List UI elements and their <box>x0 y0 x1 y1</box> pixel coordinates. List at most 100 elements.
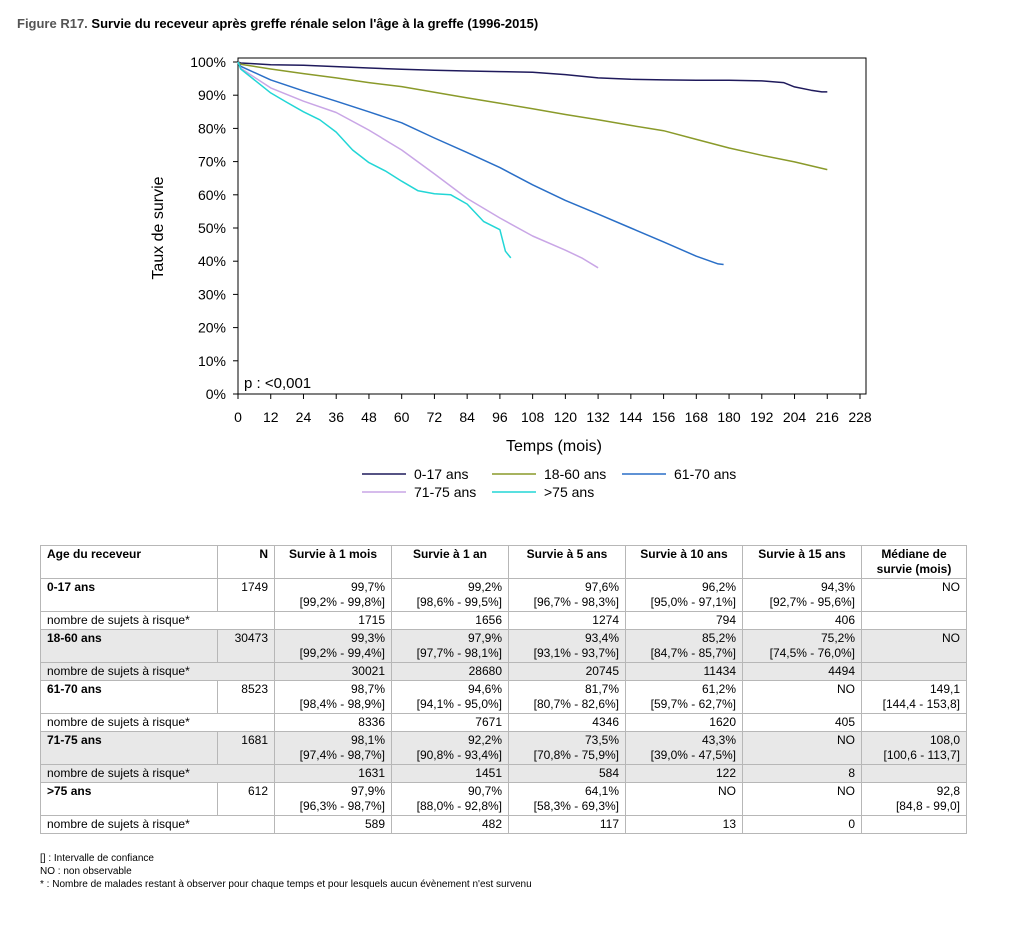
survival-value: 92,2% <box>467 733 502 747</box>
risk-count: 0 <box>742 815 862 834</box>
n-cell: 8523 <box>217 680 275 714</box>
survival-value: 108,0 <box>929 733 960 747</box>
legend-label: 61-70 ans <box>674 466 736 482</box>
table-row: >75 ans 612 97,9% [96,3% - 98,7%] 90,7% [88,0… <box>40 782 967 816</box>
x-tick-label: 180 <box>717 409 741 425</box>
survival-value: NO <box>942 631 960 645</box>
survival-cell: NO <box>861 578 967 612</box>
survival-cell: 73,5% [70,8% - 75,9%] <box>508 731 626 765</box>
confidence-interval: [97,4% - 98,7%] <box>299 748 385 762</box>
survival-value: 94,3% <box>820 580 855 594</box>
risk-row: nombre de sujets à risque* 30021 28680 2074… <box>40 662 967 681</box>
figure-title-text: Survie du receveur après greffe rénale s… <box>91 16 539 31</box>
risk-row: nombre de sujets à risque* 1631 1451 584 122… <box>40 764 967 783</box>
confidence-interval: [100,6 - 113,7] <box>883 748 961 762</box>
survival-value: 90,7% <box>467 784 502 798</box>
y-tick-label: 50% <box>198 220 226 236</box>
age-group-cell: 71-75 ans <box>40 731 218 765</box>
footnote-no: NO : non observable <box>40 866 132 877</box>
header-n: N <box>217 545 275 579</box>
risk-count <box>861 713 967 732</box>
risk-count: 13 <box>625 815 743 834</box>
risk-row: nombre de sujets à risque* 589 482 117 13 0 <box>40 815 967 834</box>
x-axis-label: Temps (mois) <box>506 438 602 455</box>
n-cell: 1749 <box>217 578 275 612</box>
header-median: Médiane de survie (mois) <box>861 545 967 579</box>
confidence-interval: [98,6% - 99,5%] <box>416 595 502 609</box>
y-tick-label: 80% <box>198 120 226 136</box>
y-tick-label: 10% <box>198 353 226 369</box>
confidence-interval: [94,1% - 95,0%] <box>416 697 502 711</box>
survival-value: 99,2% <box>467 580 502 594</box>
header-1-year: Survie à 1 an <box>391 545 509 579</box>
survival-value: 64,1% <box>584 784 619 798</box>
x-tick-label: 120 <box>554 409 578 425</box>
confidence-interval: [74,5% - 76,0%] <box>769 646 855 660</box>
x-tick-label: 24 <box>296 409 312 425</box>
x-tick-label: 60 <box>394 409 410 425</box>
table-row: 61-70 ans 8523 98,7% [98,4% - 98,9%] 94,6% [9… <box>40 680 967 714</box>
confidence-interval: [96,3% - 98,7%] <box>299 799 385 813</box>
survival-value: NO <box>837 682 855 696</box>
risk-count <box>861 662 967 681</box>
confidence-interval: [97,7% - 98,1%] <box>416 646 502 660</box>
risk-label: nombre de sujets à risque* <box>40 764 275 783</box>
x-tick-label: 72 <box>427 409 443 425</box>
survival-cell: 97,9% [96,3% - 98,7%] <box>274 782 392 816</box>
survival-cell: 99,7% [99,2% - 99,8%] <box>274 578 392 612</box>
survival-cell: NO <box>742 782 862 816</box>
confidence-interval: [99,2% - 99,8%] <box>299 595 385 609</box>
x-tick-label: 48 <box>361 409 377 425</box>
p-value-annotation: p : <0,001 <box>244 375 311 392</box>
table-row: 71-75 ans 1681 98,1% [97,4% - 98,7%] 92,2% [9… <box>40 731 967 765</box>
survival-cell: 64,1% [58,3% - 69,3%] <box>508 782 626 816</box>
risk-label: nombre de sujets à risque* <box>40 713 275 732</box>
risk-count: 1715 <box>274 611 392 630</box>
n-cell: 612 <box>217 782 275 816</box>
survival-value: 43,3% <box>701 733 736 747</box>
confidence-interval: [90,8% - 93,4%] <box>416 748 502 762</box>
risk-count: 4346 <box>508 713 626 732</box>
survival-value: 97,6% <box>584 580 619 594</box>
survival-value: 99,7% <box>350 580 385 594</box>
survival-value: 98,7% <box>350 682 385 696</box>
risk-count: 1274 <box>508 611 626 630</box>
risk-count: 584 <box>508 764 626 783</box>
series-line <box>237 61 828 93</box>
figure-title: Figure R17. Survie du receveur après gre… <box>17 16 538 31</box>
header-15-years: Survie à 15 ans <box>742 545 862 579</box>
risk-count: 482 <box>391 815 509 834</box>
risk-label: nombre de sujets à risque* <box>40 662 275 681</box>
x-tick-label: 12 <box>263 409 279 425</box>
x-tick-label: 192 <box>750 409 774 425</box>
header-10-years: Survie à 10 ans <box>625 545 743 579</box>
x-tick-label: 144 <box>619 409 643 425</box>
confidence-interval: [99,2% - 99,4%] <box>299 646 385 660</box>
survival-value: 99,3% <box>350 631 385 645</box>
survival-cell: 93,4% [93,1% - 93,7%] <box>508 629 626 663</box>
confidence-interval: [84,7% - 85,7%] <box>650 646 736 660</box>
survival-cell: 94,3% [92,7% - 95,6%] <box>742 578 862 612</box>
series-line <box>237 61 724 266</box>
risk-count: 4494 <box>742 662 862 681</box>
risk-count: 406 <box>742 611 862 630</box>
survival-cell: 108,0 [100,6 - 113,7] <box>861 731 967 765</box>
y-tick-label: 100% <box>190 54 226 70</box>
survival-cell: NO <box>625 782 743 816</box>
y-tick-label: 20% <box>198 320 226 336</box>
survival-value: NO <box>837 784 855 798</box>
confidence-interval: [70,8% - 75,9%] <box>533 748 619 762</box>
risk-count: 117 <box>508 815 626 834</box>
confidence-interval: [144,4 - 153,8] <box>882 697 960 711</box>
x-tick-label: 204 <box>783 409 807 425</box>
x-tick-label: 108 <box>521 409 545 425</box>
confidence-interval: [96,7% - 98,3%] <box>533 595 619 609</box>
survival-value: 97,9% <box>467 631 502 645</box>
risk-count <box>861 611 967 630</box>
survival-cell: 92,2% [90,8% - 93,4%] <box>391 731 509 765</box>
n-cell: 1681 <box>217 731 275 765</box>
risk-row: nombre de sujets à risque* 1715 1656 1274 79… <box>40 611 967 630</box>
age-group-cell: 18-60 ans <box>40 629 218 663</box>
survival-cell: NO <box>742 680 862 714</box>
legend-label: 71-75 ans <box>414 484 476 500</box>
